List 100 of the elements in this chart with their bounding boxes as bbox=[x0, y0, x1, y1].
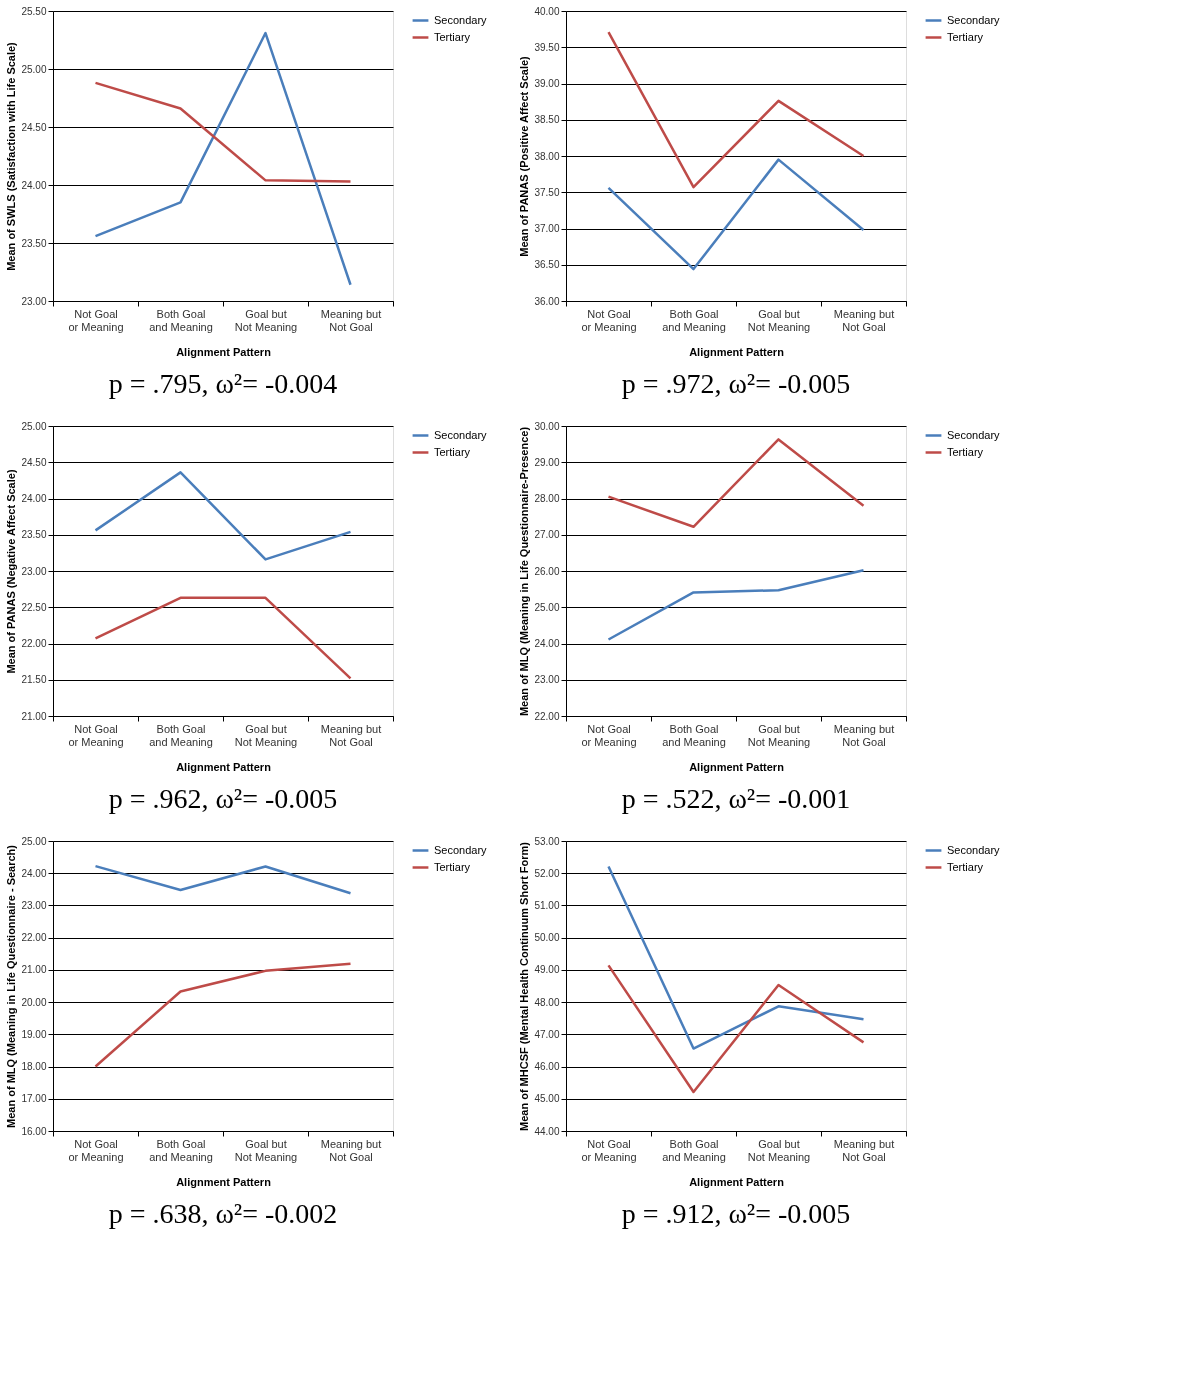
y-tick-label: 26.00 bbox=[534, 565, 560, 577]
legend-label: Secondary bbox=[434, 428, 488, 441]
y-axis-title: Mean of SWLS (Satisfaction with Life Scale) bbox=[5, 41, 18, 271]
y-tick-label: 36.00 bbox=[534, 295, 560, 307]
x-tick-label: Both Goal and Meaning bbox=[149, 307, 213, 333]
x-axis-title: Alignment Pattern bbox=[176, 760, 272, 773]
y-tick-label: 22.50 bbox=[21, 601, 47, 613]
x-tick-label: Goal but Not Meaning bbox=[234, 307, 298, 333]
y-tick-label: 24.00 bbox=[21, 179, 47, 191]
y-tick-label: 51.00 bbox=[534, 899, 560, 911]
y-tick-label: 49.00 bbox=[534, 964, 560, 976]
x-tick-label: Not Goal or Meaning bbox=[68, 1137, 124, 1163]
y-tick-label: 21.00 bbox=[21, 710, 47, 722]
y-tick-label: 48.00 bbox=[534, 996, 560, 1008]
y-tick-label: 50.00 bbox=[534, 932, 560, 944]
y-tick-label: 23.00 bbox=[21, 295, 47, 307]
text: p = .962, ω²= -0.005 bbox=[108, 783, 338, 814]
y-tick-label: 24.00 bbox=[21, 493, 47, 504]
y-tick-label: 17.00 bbox=[21, 1093, 47, 1105]
y-tick-label: 25.00 bbox=[21, 420, 47, 432]
x-tick-label: Meaning but Not Goal bbox=[833, 307, 895, 333]
y-tick-label: 22.00 bbox=[21, 932, 47, 944]
y-tick-label: 38.50 bbox=[534, 114, 560, 126]
y-tick-label: 24.50 bbox=[21, 456, 47, 468]
x-tick-label: Not Goal or Meaning bbox=[581, 307, 637, 333]
y-tick-label: 46.00 bbox=[534, 1061, 560, 1073]
y-tick-label: 20.00 bbox=[21, 996, 47, 1008]
x-tick-label: Goal but Not Meaning bbox=[747, 722, 811, 748]
line-series bbox=[94, 471, 352, 561]
y-tick-label: 38.00 bbox=[534, 150, 560, 162]
y-tick-label: 37.00 bbox=[534, 223, 560, 234]
legend-label: Tertiary bbox=[947, 445, 984, 458]
x-tick-label: Both Goal and Meaning bbox=[149, 722, 213, 748]
x-tick-label: Meaning but Not Goal bbox=[833, 722, 895, 748]
y-tick-label: 40.00 bbox=[534, 5, 560, 17]
x-tick-label: Goal but Not Meaning bbox=[234, 1137, 298, 1163]
line-series bbox=[94, 81, 352, 183]
x-axis-title: Alignment Pattern bbox=[689, 1175, 785, 1188]
x-tick-label: Both Goal and Meaning bbox=[662, 307, 726, 333]
x-tick-label: Both Goal and Meaning bbox=[662, 722, 726, 748]
line-series bbox=[94, 864, 352, 895]
x-tick-label: Meaning but Not Goal bbox=[833, 1137, 895, 1163]
x-tick-label: Not Goal or Meaning bbox=[581, 1137, 637, 1163]
y-tick-label: 24.50 bbox=[21, 121, 47, 133]
legend-label: Tertiary bbox=[947, 860, 984, 873]
y-tick-label: 25.50 bbox=[21, 5, 47, 17]
y-tick-label: 22.00 bbox=[21, 638, 47, 649]
x-tick-label: Goal but Not Meaning bbox=[234, 722, 298, 748]
text: p = .795, ω²= -0.004 bbox=[108, 368, 338, 399]
legend-label: Tertiary bbox=[434, 445, 471, 458]
line-series bbox=[607, 865, 865, 1050]
y-axis-title: Mean of MHCSF (Mental Health Continuum Short Form) bbox=[518, 841, 531, 1132]
y-tick-label: 52.00 bbox=[534, 867, 560, 879]
y-tick-label: 47.00 bbox=[534, 1028, 560, 1040]
y-tick-label: 30.00 bbox=[534, 420, 560, 432]
y-tick-label: 24.00 bbox=[21, 867, 47, 879]
x-tick-label: Meaning but Not Goal bbox=[320, 307, 382, 333]
y-axis-title: Mean of PANAS (Negative Affect Scale) bbox=[5, 469, 18, 674]
text: p = .972, ω²= -0.005 bbox=[621, 368, 851, 399]
x-tick-label: Not Goal or Meaning bbox=[68, 307, 124, 333]
y-tick-label: 39.00 bbox=[534, 78, 560, 89]
y-axis-title: Mean of MLQ (Meaning in Life Questionnaire-Presence) bbox=[518, 426, 531, 717]
text: p = .638, ω²= -0.002 bbox=[108, 1198, 338, 1229]
text: p = .522, ω²= -0.001 bbox=[621, 783, 851, 814]
legend-label: Secondary bbox=[434, 843, 488, 856]
legend-label: Secondary bbox=[434, 13, 488, 26]
x-tick-label: Both Goal and Meaning bbox=[149, 1137, 213, 1163]
x-tick-label: Goal but Not Meaning bbox=[747, 307, 811, 333]
y-tick-label: 53.00 bbox=[534, 835, 560, 847]
x-tick-label: Goal but Not Meaning bbox=[747, 1137, 811, 1163]
line-series bbox=[94, 31, 352, 287]
legend-label: Secondary bbox=[947, 13, 1001, 26]
y-tick-label: 28.00 bbox=[534, 493, 560, 504]
text: p = .912, ω²= -0.005 bbox=[621, 1198, 851, 1229]
x-axis-title: Alignment Pattern bbox=[176, 1175, 272, 1188]
y-tick-label: 25.00 bbox=[21, 835, 47, 847]
y-tick-label: 36.50 bbox=[534, 259, 560, 271]
y-tick-label: 21.00 bbox=[21, 964, 47, 976]
y-tick-label: 23.50 bbox=[21, 237, 47, 249]
y-tick-label: 16.00 bbox=[21, 1125, 47, 1137]
x-tick-label: Not Goal or Meaning bbox=[581, 722, 637, 748]
y-tick-label: 19.00 bbox=[21, 1028, 47, 1040]
y-tick-label: 44.00 bbox=[534, 1125, 560, 1137]
y-tick-label: 37.50 bbox=[534, 186, 560, 198]
line-series bbox=[607, 438, 865, 529]
legend-label: Secondary bbox=[947, 843, 1001, 856]
legend-label: Secondary bbox=[947, 428, 1001, 441]
x-axis-title: Alignment Pattern bbox=[176, 345, 272, 358]
x-tick-label: Not Goal or Meaning bbox=[68, 722, 124, 748]
x-axis-title: Alignment Pattern bbox=[689, 345, 785, 358]
y-tick-label: 29.00 bbox=[534, 456, 560, 468]
line-series bbox=[607, 158, 865, 271]
y-tick-label: 25.00 bbox=[534, 601, 560, 613]
y-tick-label: 21.50 bbox=[21, 674, 47, 686]
x-axis-title: Alignment Pattern bbox=[689, 760, 785, 773]
line-series bbox=[607, 964, 865, 1094]
legend-label: Tertiary bbox=[434, 30, 471, 43]
line-series bbox=[94, 962, 352, 1068]
x-tick-label: Both Goal and Meaning bbox=[662, 1137, 726, 1163]
x-tick-label: Meaning but Not Goal bbox=[320, 722, 382, 748]
